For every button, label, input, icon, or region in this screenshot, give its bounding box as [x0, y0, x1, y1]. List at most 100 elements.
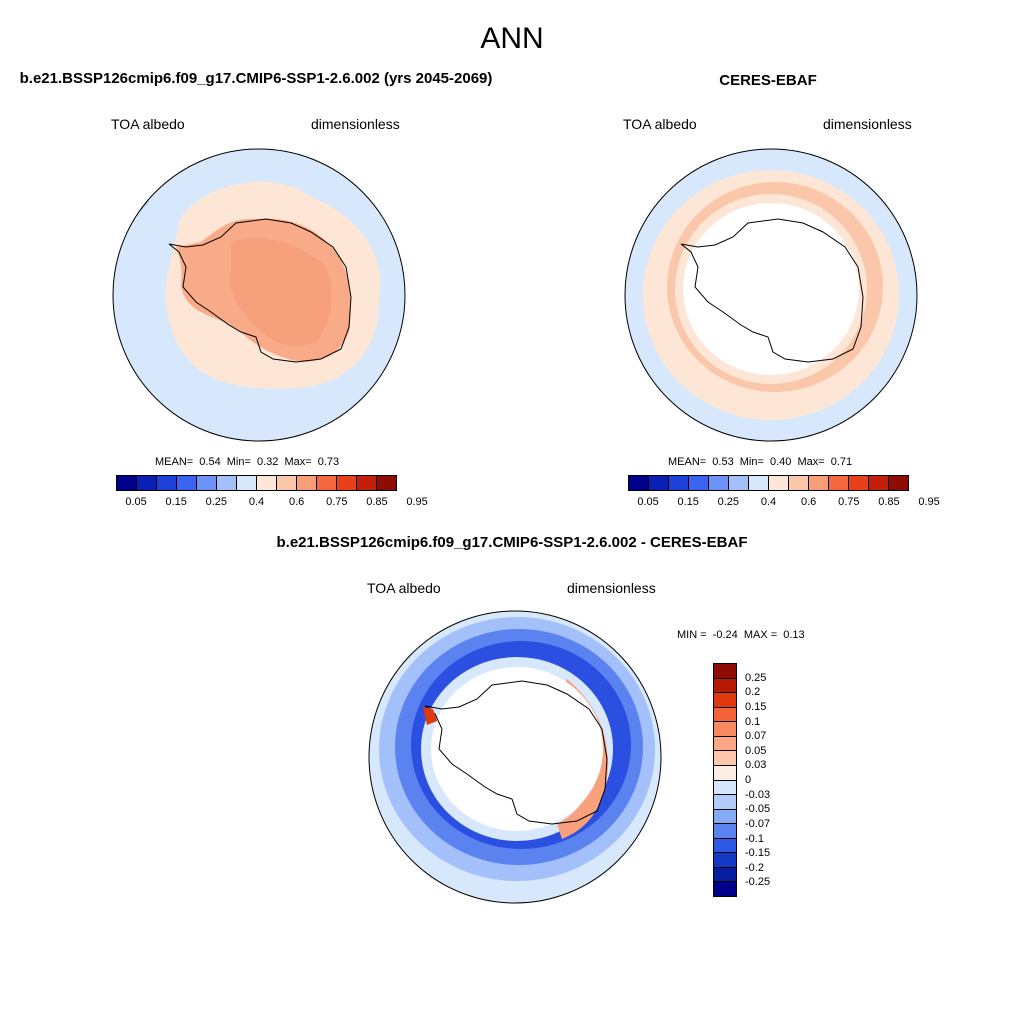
panel1-title: b.e21.BSSP126cmip6.f09_g17.CMIP6-SSP1-2.… [19, 70, 493, 87]
panel2-map [624, 148, 918, 442]
colorbar-swatch [849, 476, 869, 490]
colorbar-swatch [714, 824, 736, 839]
panel2-colorbar [628, 475, 909, 491]
panel1-units: dimensionless [311, 116, 400, 132]
colorbar-tick-label: 0.05 [125, 496, 147, 508]
panel3-units: dimensionless [567, 580, 656, 596]
figure-title: ANN [480, 22, 544, 55]
panel2-units: dimensionless [823, 116, 912, 132]
colorbar-tick-label: 0.05 [745, 744, 767, 757]
panel1-ice-inner [230, 238, 332, 347]
panel1-min-value: 0.32 [256, 456, 279, 468]
colorbar-swatch [629, 476, 649, 490]
panel2-min-label: Min= [739, 456, 764, 468]
colorbar-tick-label: 0.15 [677, 496, 699, 508]
colorbar-swatch [714, 795, 736, 810]
colorbar-swatch [714, 853, 736, 868]
colorbar-swatch [709, 476, 729, 490]
colorbar-swatch [829, 476, 849, 490]
colorbar-tick-label: 0.15 [165, 496, 187, 508]
colorbar-tick-label: 0.05 [637, 496, 659, 508]
panel1-mean-value: 0.54 [199, 456, 221, 468]
colorbar-tick-label: 0.25 [745, 671, 767, 684]
colorbar-tick-label: 0.4 [248, 496, 265, 508]
colorbar-swatch [357, 476, 377, 490]
colorbar-swatch [714, 722, 736, 737]
colorbar-tick-label: -0.2 [745, 861, 764, 874]
colorbar-swatch [714, 707, 736, 723]
panel1-max-label: Max= [284, 456, 312, 468]
panel3-min-value: -0.24 [712, 629, 738, 641]
colorbar-swatch [789, 476, 809, 490]
colorbar-swatch [669, 476, 689, 490]
panel3-max-label: MAX = [743, 629, 778, 641]
colorbar-swatch [377, 476, 396, 490]
colorbar-tick-label: 0.85 [878, 496, 900, 508]
colorbar-swatch [714, 809, 736, 825]
panel2-stats: MEAN= 0.53 Min= 0.40 Max= 0.71 [668, 456, 855, 468]
colorbar-tick-label: -0.15 [745, 847, 771, 860]
colorbar-swatch [769, 476, 789, 490]
colorbar-swatch [714, 678, 736, 694]
panel1-max-value: 0.73 [317, 456, 340, 468]
colorbar-tick-label: 0.03 [745, 759, 767, 772]
colorbar-tick-label: 0.6 [288, 496, 305, 508]
panel1-stats: MEAN= 0.54 Min= 0.32 Max= 0.73 [155, 456, 342, 468]
panel3-colorbar [713, 663, 737, 897]
colorbar-swatch [809, 476, 829, 490]
panel2-title: CERES-EBAF [719, 72, 817, 89]
panel1-coastline [168, 218, 352, 363]
colorbar-swatch [714, 882, 736, 896]
panel2-variable: TOA albedo [623, 116, 697, 132]
panel1-mean-label: MEAN= [155, 456, 194, 468]
colorbar-tick-label: 0.25 [717, 496, 740, 508]
colorbar-tick-label: -0.03 [745, 788, 771, 801]
colorbar-swatch [889, 476, 908, 490]
panel3-red-patch [423, 707, 437, 725]
colorbar-swatch [237, 476, 257, 490]
colorbar-swatch [137, 476, 157, 490]
colorbar-tick-label: 0.95 [918, 496, 940, 508]
panel2-no-data [683, 203, 859, 375]
colorbar-swatch [714, 693, 736, 708]
panel1-variable: TOA albedo [111, 116, 185, 132]
colorbar-swatch [869, 476, 889, 490]
panel3-variable: TOA albedo [367, 580, 441, 596]
colorbar-tick-label: 0.75 [838, 496, 860, 508]
colorbar-swatch [714, 751, 736, 766]
colorbar-swatch [749, 476, 769, 490]
colorbar-swatch [117, 476, 137, 490]
colorbar-tick-label: -0.1 [745, 832, 764, 845]
panel2-mean-label: MEAN= [668, 456, 707, 468]
colorbar-tick-label: 0 [745, 774, 752, 786]
colorbar-tick-label: 0.15 [745, 700, 767, 713]
panel3-title: b.e21.BSSP126cmip6.f09_g17.CMIP6-SSP1-2.… [276, 534, 748, 551]
colorbar-swatch [197, 476, 217, 490]
colorbar-tick-label: 0.2 [745, 686, 761, 699]
panel3-no-data [431, 667, 603, 831]
colorbar-swatch [714, 838, 736, 854]
colorbar-tick-label: -0.07 [745, 817, 771, 830]
colorbar-swatch [689, 476, 709, 490]
colorbar-tick-label: -0.25 [745, 876, 771, 889]
colorbar-swatch [729, 476, 749, 490]
colorbar-tick-label: 0.75 [326, 496, 348, 508]
panel1-colorbar [116, 475, 397, 491]
colorbar-swatch [714, 780, 736, 796]
panel2-mean-value: 0.53 [712, 456, 734, 468]
colorbar-tick-label: 0.4 [760, 496, 777, 508]
colorbar-swatch [277, 476, 297, 490]
colorbar-swatch [649, 476, 669, 490]
colorbar-swatch [157, 476, 177, 490]
colorbar-swatch [714, 736, 736, 752]
colorbar-tick-label: 0.1 [745, 715, 761, 728]
colorbar-swatch [177, 476, 197, 490]
panel2-max-label: Max= [797, 456, 825, 468]
panel3-map [368, 610, 662, 904]
colorbar-swatch [337, 476, 357, 490]
colorbar-tick-label: 0.95 [406, 496, 428, 508]
colorbar-tick-label: 0.6 [800, 496, 817, 508]
colorbar-swatch [217, 476, 237, 490]
panel1-map [112, 148, 406, 442]
panel3-max-value: 0.13 [783, 629, 805, 641]
